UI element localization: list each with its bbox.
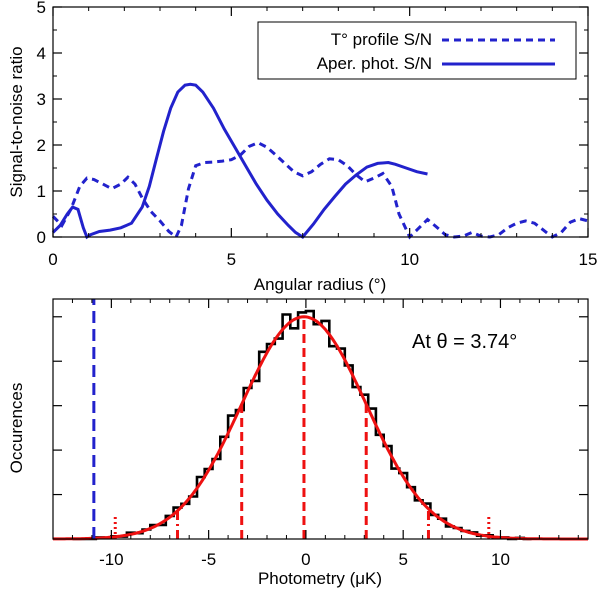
bottom-x-axis-title: Photometry (μK) [258,569,382,588]
bottom-y-axis [53,316,588,496]
legend-box [257,21,577,80]
top-panel: 0 5 10 15 0 1 2 3 4 5 Angular radius (°) Signal-… [7,0,597,294]
top-y-axis-title: Signal-to-noise ratio [7,46,26,197]
bottom-x-tick-label: 10 [491,550,510,569]
top-y-tick-label: 1 [37,182,46,201]
bottom-x-tick-label: -5 [201,550,216,569]
legend-label-t-profile: T° profile S/N [331,30,432,49]
top-y-tick-label: 0 [37,228,46,247]
series-aper-phot-line [51,82,428,240]
legend-label-aper-phot: Aper. phot. S/N [317,54,432,73]
top-y-tick-label: 3 [37,90,46,109]
top-y-axis: 0 1 2 3 4 5 [37,0,588,247]
top-x-tick-label: 10 [400,250,419,269]
top-x-axis: 0 5 10 15 [48,7,597,269]
bottom-x-tick-label: 5 [398,550,407,569]
bottom-x-tick-label: -10 [99,550,124,569]
percentile-lines [113,316,491,539]
bottom-panel: -10 -5 0 5 10 Photometry (μK) Occurences At … [7,298,589,588]
bottom-x-axis: -10 -5 0 5 10 [71,299,579,569]
series-t-profile-line [51,141,589,240]
top-x-tick-label: 15 [579,250,598,269]
bottom-y-axis-title: Occurences [7,383,26,474]
theta-annotation: At θ = 3.74° [412,331,517,353]
top-y-tick-label: 5 [37,0,46,17]
top-x-tick-label: 5 [227,250,236,269]
bottom-plot-frame [52,298,589,540]
legend: T° profile S/N Aper. phot. S/N [257,21,577,80]
gaussian-fit-curve [53,315,588,541]
top-x-tick-label: 0 [48,250,57,269]
top-y-tick-label: 2 [37,136,46,155]
bottom-x-tick-label: 0 [301,550,310,569]
top-y-tick-label: 4 [37,44,46,63]
top-x-axis-title: Angular radius (°) [254,275,386,294]
